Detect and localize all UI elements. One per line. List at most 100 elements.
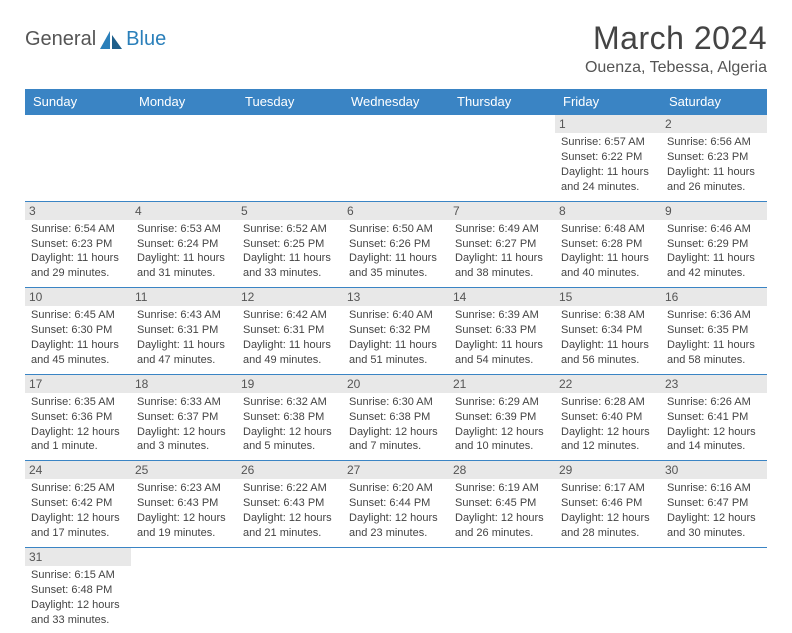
calendar-day-cell: 11Sunrise: 6:43 AMSunset: 6:31 PMDayligh…: [131, 288, 237, 375]
day-detail: and 49 minutes.: [243, 353, 337, 368]
day-detail: and 28 minutes.: [561, 526, 655, 541]
day-detail: Sunrise: 6:48 AM: [561, 222, 655, 237]
calendar-day-cell: 6Sunrise: 6:50 AMSunset: 6:26 PMDaylight…: [343, 201, 449, 288]
day-detail: and 51 minutes.: [349, 353, 443, 368]
logo-text-general: General: [25, 28, 96, 51]
day-detail: Sunrise: 6:39 AM: [455, 308, 549, 323]
day-detail: Daylight: 11 hours: [137, 338, 231, 353]
day-detail: and 47 minutes.: [137, 353, 231, 368]
day-detail: Daylight: 11 hours: [137, 251, 231, 266]
day-detail: Sunrise: 6:23 AM: [137, 481, 231, 496]
day-detail: Daylight: 12 hours: [137, 511, 231, 526]
calendar-week-row: 17Sunrise: 6:35 AMSunset: 6:36 PMDayligh…: [25, 374, 767, 461]
calendar-day-cell: 2Sunrise: 6:56 AMSunset: 6:23 PMDaylight…: [661, 115, 767, 202]
calendar-week-row: 3 Sunrise: 6:54 AMSunset: 6:23 PM Daylight…: [25, 201, 767, 288]
calendar-day-cell: 5Sunrise: 6:52 AMSunset: 6:25 PMDaylight…: [237, 201, 343, 288]
weekday-header: Saturday: [661, 89, 767, 115]
calendar-day-cell: 9Sunrise: 6:46 AMSunset: 6:29 PMDaylight…: [661, 201, 767, 288]
day-number: 14: [449, 288, 555, 306]
day-detail: Daylight: 11 hours: [667, 338, 761, 353]
day-detail: Daylight: 12 hours: [243, 511, 337, 526]
day-detail: Daylight: 11 hours: [561, 251, 655, 266]
day-number: 18: [131, 375, 237, 393]
day-detail: Sunrise: 6:32 AM: [243, 395, 337, 410]
weekday-header: Thursday: [449, 89, 555, 115]
day-detail: Daylight: 11 hours: [243, 338, 337, 353]
day-detail: Sunset: 6:27 PM: [455, 237, 549, 252]
calendar-day-cell: [25, 115, 131, 202]
day-detail: Sunset: 6:44 PM: [349, 496, 443, 511]
calendar-day-cell: 29Sunrise: 6:17 AMSunset: 6:46 PMDayligh…: [555, 461, 661, 548]
calendar-day-cell: 13Sunrise: 6:40 AMSunset: 6:32 PMDayligh…: [343, 288, 449, 375]
day-detail: and 31 minutes.: [137, 266, 231, 281]
day-detail: Sunset: 6:24 PM: [137, 237, 231, 252]
calendar-day-cell: 17Sunrise: 6:35 AMSunset: 6:36 PMDayligh…: [25, 374, 131, 461]
day-detail: Sunset: 6:33 PM: [455, 323, 549, 338]
calendar-day-cell: 26Sunrise: 6:22 AMSunset: 6:43 PMDayligh…: [237, 461, 343, 548]
day-detail: Sunset: 6:29 PM: [667, 237, 761, 252]
day-number: 21: [449, 375, 555, 393]
day-number: 3: [25, 202, 131, 220]
day-detail: Sunrise: 6:54 AM: [31, 222, 125, 237]
logo: General Blue: [25, 28, 166, 51]
day-detail: and 7 minutes.: [349, 439, 443, 454]
day-number: 16: [661, 288, 767, 306]
day-detail: Sunset: 6:35 PM: [667, 323, 761, 338]
calendar-day-cell: 10Sunrise: 6:45 AMSunset: 6:30 PMDayligh…: [25, 288, 131, 375]
calendar-day-cell: 23Sunrise: 6:26 AMSunset: 6:41 PMDayligh…: [661, 374, 767, 461]
day-detail: Daylight: 11 hours: [455, 251, 549, 266]
calendar-week-row: 31Sunrise: 6:15 AMSunset: 6:48 PMDayligh…: [25, 547, 767, 633]
day-detail: and 26 minutes.: [667, 180, 761, 195]
day-detail: Daylight: 11 hours: [349, 338, 443, 353]
day-number: 2: [661, 115, 767, 133]
day-detail: and 5 minutes.: [243, 439, 337, 454]
calendar-day-cell: 12Sunrise: 6:42 AMSunset: 6:31 PMDayligh…: [237, 288, 343, 375]
day-number: 4: [131, 202, 237, 220]
day-detail: Sunset: 6:23 PM: [31, 237, 125, 252]
weekday-header: Monday: [131, 89, 237, 115]
day-detail: and 14 minutes.: [667, 439, 761, 454]
day-number: 6: [343, 202, 449, 220]
day-detail: and 29 minutes.: [31, 266, 125, 281]
calendar-day-cell: [237, 115, 343, 202]
day-number: 12: [237, 288, 343, 306]
day-detail: Sunrise: 6:45 AM: [31, 308, 125, 323]
calendar-day-cell: 1Sunrise: 6:57 AMSunset: 6:22 PMDaylight…: [555, 115, 661, 202]
day-detail: Sunset: 6:36 PM: [31, 410, 125, 425]
day-detail: Sunrise: 6:53 AM: [137, 222, 231, 237]
day-detail: and 12 minutes.: [561, 439, 655, 454]
day-detail: Sunrise: 6:28 AM: [561, 395, 655, 410]
calendar-day-cell: 7Sunrise: 6:49 AMSunset: 6:27 PMDaylight…: [449, 201, 555, 288]
day-detail: Sunset: 6:41 PM: [667, 410, 761, 425]
day-detail: and 45 minutes.: [31, 353, 125, 368]
calendar-week-row: 24Sunrise: 6:25 AMSunset: 6:42 PMDayligh…: [25, 461, 767, 548]
day-detail: Sunset: 6:38 PM: [349, 410, 443, 425]
calendar-day-cell: 3Sunrise: 6:54 AMSunset: 6:23 PMDaylight…: [25, 201, 131, 288]
day-detail: Sunrise: 6:33 AM: [137, 395, 231, 410]
day-detail: Sunrise: 6:52 AM: [243, 222, 337, 237]
calendar-week-row: 1Sunrise: 6:57 AMSunset: 6:22 PMDaylight…: [25, 115, 767, 202]
day-detail: Sunset: 6:37 PM: [137, 410, 231, 425]
day-number: 24: [25, 461, 131, 479]
weekday-header-row: SundayMondayTuesdayWednesdayThursdayFrid…: [25, 89, 767, 115]
day-detail: Sunset: 6:43 PM: [137, 496, 231, 511]
logo-text-blue: Blue: [126, 28, 166, 51]
day-number: 22: [555, 375, 661, 393]
day-number: 31: [25, 548, 131, 566]
day-detail: Sunset: 6:31 PM: [137, 323, 231, 338]
day-number: 10: [25, 288, 131, 306]
day-detail: Daylight: 12 hours: [243, 425, 337, 440]
day-number: 13: [343, 288, 449, 306]
calendar-day-cell: 4 Sunrise: 6:53 AMSunset: 6:24 PMDaylight…: [131, 201, 237, 288]
day-detail: and 21 minutes.: [243, 526, 337, 541]
day-detail: Sunrise: 6:25 AM: [31, 481, 125, 496]
day-number: 7: [449, 202, 555, 220]
day-number: 8: [555, 202, 661, 220]
day-detail: Sunset: 6:45 PM: [455, 496, 549, 511]
day-detail: Daylight: 12 hours: [31, 598, 125, 613]
day-number: 11: [131, 288, 237, 306]
day-number: 30: [661, 461, 767, 479]
day-number: 15: [555, 288, 661, 306]
day-detail: and 33 minutes.: [243, 266, 337, 281]
day-detail: and 30 minutes.: [667, 526, 761, 541]
